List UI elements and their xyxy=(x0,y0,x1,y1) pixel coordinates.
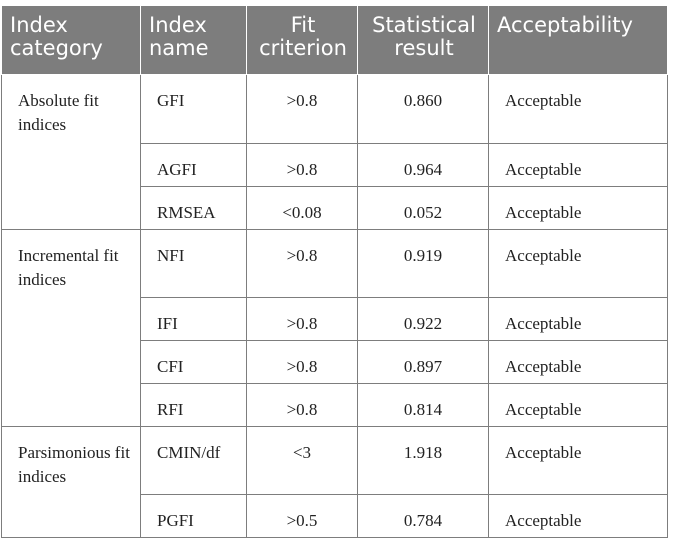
criterion-cell: >0.5 xyxy=(246,494,358,538)
header-acceptability: Acceptability xyxy=(488,5,668,75)
header-row: Index category Index name Fit criterion … xyxy=(1,5,668,75)
table-row: RFI >0.8 0.814 Acceptable xyxy=(2,383,668,427)
category-cell: Incremental fit indices xyxy=(1,229,141,427)
result-cell: 0.784 xyxy=(357,494,489,538)
table-row: RMSEA <0.08 0.052 Acceptable xyxy=(2,186,668,230)
table-row: CFI >0.8 0.897 Acceptable xyxy=(2,340,668,384)
table-row: IFI >0.8 0.922 Acceptable xyxy=(2,297,668,341)
acceptability-cell: Acceptable xyxy=(488,297,668,341)
index-name-cell: PGFI xyxy=(140,494,247,538)
result-cell: 0.922 xyxy=(357,297,489,341)
index-name-cell: GFI xyxy=(140,74,247,144)
criterion-cell: <3 xyxy=(246,426,358,495)
acceptability-cell: Acceptable xyxy=(488,494,668,538)
result-cell: 0.897 xyxy=(357,340,489,384)
table-row: AGFI >0.8 0.964 Acceptable xyxy=(2,143,668,187)
category-cell: Absolute fit indices xyxy=(1,74,141,230)
table-row: PGFI >0.5 0.784 Acceptable xyxy=(2,494,668,538)
index-name-cell: RMSEA xyxy=(140,186,247,230)
header-index-name: Index name xyxy=(140,5,247,75)
table-body: Absolute fit indices GFI >0.8 0.860 Acce… xyxy=(1,74,668,538)
result-cell: 0.919 xyxy=(357,229,489,298)
acceptability-cell: Acceptable xyxy=(488,186,668,230)
result-cell: 0.814 xyxy=(357,383,489,427)
result-cell: 0.052 xyxy=(357,186,489,230)
table-header: Index category Index name Fit criterion … xyxy=(1,5,668,75)
index-name-cell: IFI xyxy=(140,297,247,341)
result-cell: 1.918 xyxy=(357,426,489,495)
header-index-category: Index category xyxy=(1,5,141,75)
acceptability-cell: Acceptable xyxy=(488,426,668,495)
criterion-cell: >0.8 xyxy=(246,229,358,298)
table-row: Incremental fit indices NFI >0.8 0.919 A… xyxy=(1,229,668,427)
criterion-cell: >0.8 xyxy=(246,143,358,187)
index-name-cell: RFI xyxy=(140,383,247,427)
header-fit-criterion: Fit criterion xyxy=(246,5,358,75)
table-row: Parsimonious fit indices CMIN/df <3 1.91… xyxy=(1,426,668,538)
category-cell: Parsimonious fit indices xyxy=(1,426,141,538)
criterion-cell: <0.08 xyxy=(246,186,358,230)
criterion-cell: >0.8 xyxy=(246,297,358,341)
result-cell: 0.860 xyxy=(357,74,489,144)
criterion-cell: >0.8 xyxy=(246,74,358,144)
acceptability-cell: Acceptable xyxy=(488,340,668,384)
criterion-cell: >0.8 xyxy=(246,383,358,427)
header-statistical-result: Statistical result xyxy=(357,5,489,75)
fit-indices-table: Index category Index name Fit criterion … xyxy=(1,5,668,538)
acceptability-cell: Acceptable xyxy=(488,383,668,427)
index-name-cell: AGFI xyxy=(140,143,247,187)
acceptability-cell: Acceptable xyxy=(488,74,668,144)
index-name-cell: CMIN/df xyxy=(140,426,247,495)
acceptability-cell: Acceptable xyxy=(488,229,668,298)
table-row: Absolute fit indices GFI >0.8 0.860 Acce… xyxy=(1,74,668,230)
criterion-cell: >0.8 xyxy=(246,340,358,384)
acceptability-cell: Acceptable xyxy=(488,143,668,187)
index-name-cell: CFI xyxy=(140,340,247,384)
result-cell: 0.964 xyxy=(357,143,489,187)
index-name-cell: NFI xyxy=(140,229,247,298)
